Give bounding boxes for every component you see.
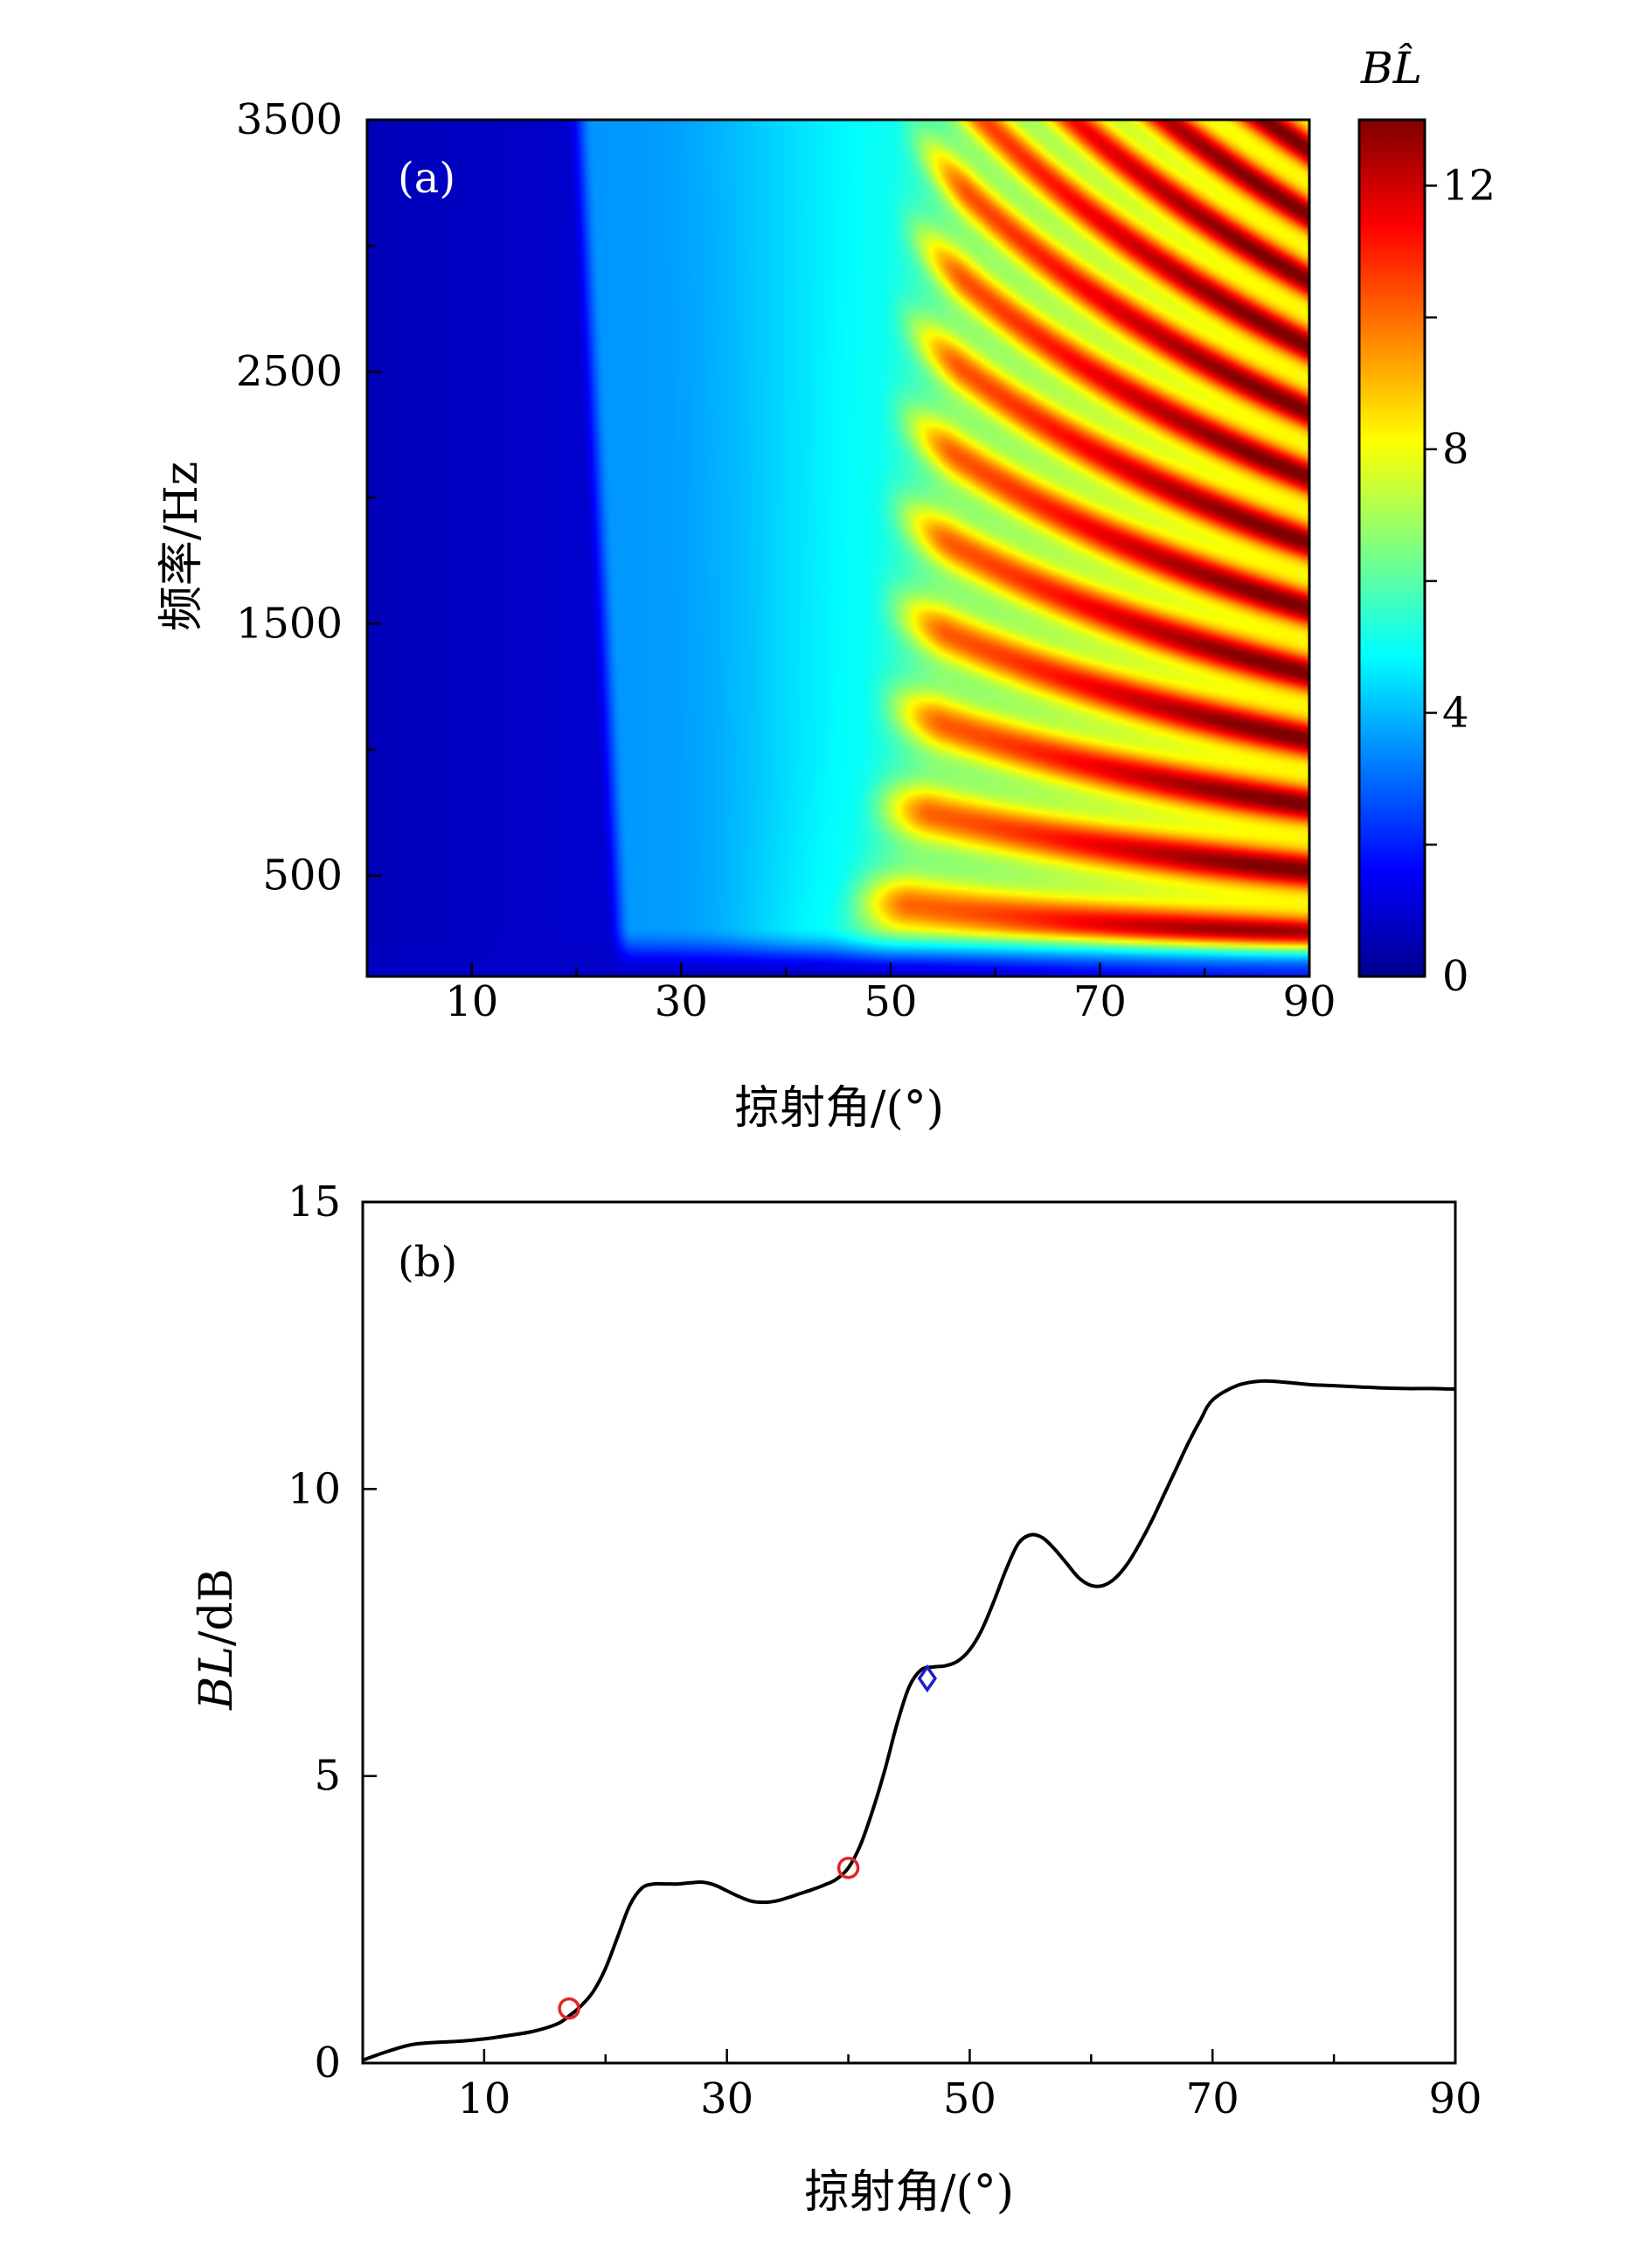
heatmap-x-tick-label: 50 (864, 977, 917, 1026)
heatmap-x-ticks: 10 30 50 70 90 (445, 962, 1336, 1026)
line-frame (361, 1200, 1457, 2065)
line-y-axis-label: BL/dB (191, 1568, 243, 1711)
line-panel: 10 30 50 70 90 0 5 10 15 (b) 掠射角/(°) BL/dB (191, 1178, 1482, 2219)
bl-curve (362, 1379, 1456, 2062)
line-y-tick-label: 10 (288, 1464, 341, 1513)
heatmap-y-tick-label: 1500 (236, 599, 343, 648)
colorbar-tick-label: 0 (1442, 952, 1469, 1001)
heatmap-y-tick-label: 2500 (236, 347, 343, 396)
heatmap-y-tick-label: 3500 (236, 95, 343, 144)
heatmap-y-ticks: 500 1500 2500 3500 (236, 95, 381, 900)
line-x-tick-label: 10 (457, 2074, 510, 2123)
marker-circle-2 (836, 1856, 860, 1879)
colorbar: 0 4 8 12 BL̂ (1357, 42, 1496, 1001)
line-y-tick-label: 15 (288, 1178, 341, 1226)
line-y-axis-label-unit: /dB (191, 1568, 243, 1646)
line-y-tick-label: 5 (314, 1752, 341, 1801)
line-x-tick-label: 50 (943, 2074, 996, 2123)
colorbar-tick-label: 8 (1442, 425, 1469, 474)
colorbar-title: BL̂ (1360, 42, 1422, 94)
heatmap-panel: 10 30 50 70 90 500 1500 2500 3500 (a) 掠射角/(°) 频… (156, 95, 1336, 1135)
line-y-ticks: 0 5 10 15 (288, 1178, 377, 2088)
line-x-tick-label: 70 (1186, 2074, 1239, 2123)
heatmap-x-tick-label: 30 (655, 977, 708, 1026)
heatmap-y-tick-label: 500 (262, 851, 343, 900)
line-y-axis-label-symbol: BL (191, 1646, 243, 1711)
line-markers (558, 1664, 938, 2020)
colorbar-tick-label: 4 (1442, 688, 1469, 737)
line-y-tick-label: 0 (314, 2039, 341, 2088)
line-x-ticks: 10 30 50 70 90 (457, 2049, 1482, 2123)
heatmap-image (367, 120, 1309, 976)
line-x-tick-label: 90 (1428, 2074, 1482, 2123)
colorbar-tick-label: 12 (1442, 161, 1496, 210)
heatmap-x-tick-label: 70 (1073, 977, 1127, 1026)
heatmap-panel-label: (a) (398, 154, 455, 203)
line-x-axis-label: 掠射角/(°) (804, 2166, 1014, 2219)
svg-text:BL/dB: BL/dB (191, 1568, 243, 1711)
colorbar-gradient (1357, 118, 1426, 978)
colorbar-ticks: 0 4 8 12 (1425, 161, 1496, 1001)
line-panel-label: (b) (398, 1238, 457, 1287)
heatmap-x-tick-label: 10 (445, 977, 498, 1026)
heatmap-x-tick-label: 90 (1282, 977, 1336, 1026)
line-x-tick-label: 30 (700, 2074, 753, 2123)
heatmap-x-axis-label: 掠射角/(°) (734, 1082, 944, 1135)
heatmap-frame (365, 118, 1311, 978)
marker-circle-1 (558, 1997, 580, 2020)
heatmap-y-axis-label: 频率/Hz (156, 462, 208, 631)
marker-diamond (917, 1664, 938, 1693)
